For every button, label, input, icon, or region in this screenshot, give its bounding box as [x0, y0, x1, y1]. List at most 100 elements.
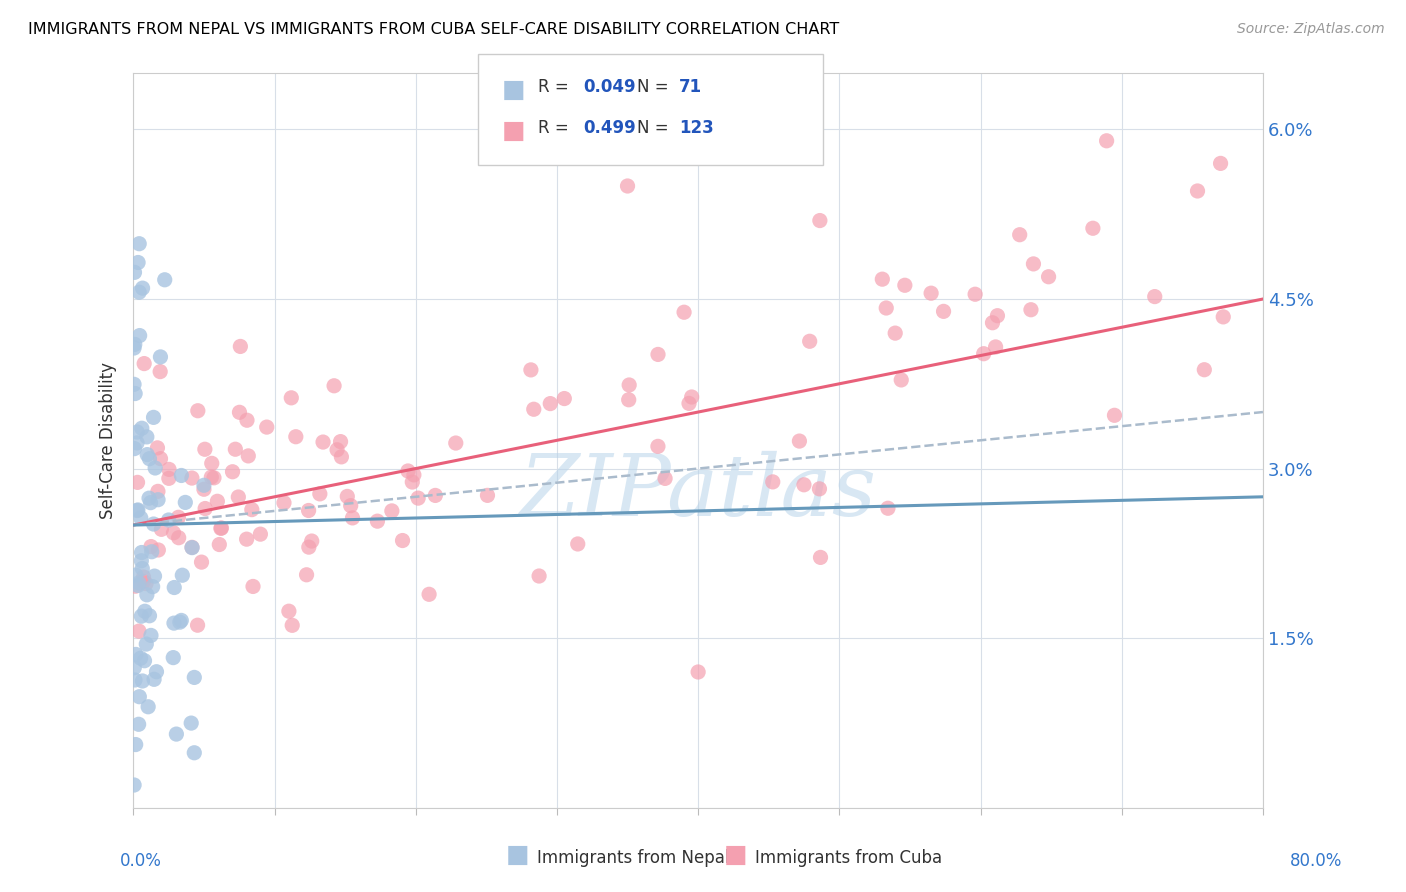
Point [444, 436, 467, 450]
Point [523, 402, 546, 417]
Point [808, 213, 831, 227]
Point [193, 478, 215, 492]
Text: Source: ZipAtlas.com: Source: ZipAtlas.com [1237, 22, 1385, 37]
Point [520, 363, 543, 377]
Point [1008, 227, 1031, 242]
Point [131, 673, 153, 688]
Point [342, 511, 364, 525]
Point [330, 450, 353, 464]
Point [209, 521, 232, 535]
Point [183, 746, 205, 760]
Point [141, 545, 163, 559]
Point [142, 410, 165, 425]
Point [688, 665, 710, 679]
Point [131, 281, 153, 295]
Point [617, 392, 640, 407]
Point [681, 390, 703, 404]
Point [135, 430, 157, 444]
Point [131, 561, 153, 575]
Point [366, 514, 388, 528]
Point [200, 470, 222, 484]
Point [1143, 290, 1166, 304]
Point [284, 430, 307, 444]
Point [228, 490, 250, 504]
Point [1212, 310, 1234, 324]
Text: 71: 71 [679, 78, 702, 95]
Text: ■: ■ [502, 119, 526, 143]
Point [124, 661, 146, 675]
Point [125, 648, 148, 662]
Point [122, 778, 145, 792]
Point [139, 628, 162, 642]
Point [1038, 269, 1060, 284]
Point [128, 576, 150, 591]
Point [128, 236, 150, 251]
Point [143, 569, 166, 583]
Point [425, 488, 447, 502]
Text: IMMIGRANTS FROM NEPAL VS IMMIGRANTS FROM CUBA SELF-CARE DISABILITY CORRELATION C: IMMIGRANTS FROM NEPAL VS IMMIGRANTS FROM… [28, 22, 839, 37]
Point [240, 502, 263, 516]
Point [157, 513, 180, 527]
Point [678, 396, 700, 410]
Point [762, 475, 785, 489]
Point [174, 495, 197, 509]
Y-axis label: Self-Care Disability: Self-Care Disability [100, 362, 117, 519]
Point [295, 567, 318, 582]
Point [297, 503, 319, 517]
Text: ZIPatlas: ZIPatlas [520, 450, 877, 533]
Point [146, 441, 169, 455]
Point [799, 334, 821, 349]
Point [193, 482, 215, 496]
Point [401, 475, 423, 489]
Point [153, 273, 176, 287]
Point [127, 255, 149, 269]
Point [135, 637, 157, 651]
Point [986, 309, 1008, 323]
Point [135, 588, 157, 602]
Point [391, 533, 413, 548]
Point [163, 616, 186, 631]
Point [129, 511, 152, 525]
Point [187, 618, 209, 632]
Point [145, 665, 167, 679]
Point [884, 326, 907, 340]
Point [125, 568, 148, 582]
Point [139, 496, 162, 510]
Point [336, 490, 359, 504]
Point [131, 421, 153, 435]
Point [981, 316, 1004, 330]
Point [273, 496, 295, 510]
Point [157, 462, 180, 476]
Text: R =: R = [538, 119, 575, 136]
Point [238, 449, 260, 463]
Text: Immigrants from Nepal: Immigrants from Nepal [537, 849, 730, 867]
Point [201, 456, 224, 470]
Point [932, 304, 955, 318]
Point [138, 491, 160, 506]
Point [224, 442, 246, 457]
Point [124, 442, 146, 456]
Point [323, 378, 346, 392]
Point [1022, 257, 1045, 271]
Point [477, 488, 499, 502]
Point [136, 699, 159, 714]
Point [538, 396, 561, 410]
Text: R =: R = [538, 78, 575, 95]
Point [127, 578, 149, 592]
Point [984, 340, 1007, 354]
Point [280, 391, 302, 405]
Point [132, 570, 155, 584]
Point [236, 413, 259, 427]
Point [381, 504, 404, 518]
Point [163, 581, 186, 595]
Point [124, 738, 146, 752]
Point [143, 461, 166, 475]
Point [793, 477, 815, 491]
Point [128, 328, 150, 343]
Point [326, 442, 349, 457]
Point [1194, 362, 1216, 376]
Point [122, 341, 145, 355]
Point [124, 265, 146, 279]
Point [134, 604, 156, 618]
Text: Immigrants from Cuba: Immigrants from Cuba [755, 849, 942, 867]
